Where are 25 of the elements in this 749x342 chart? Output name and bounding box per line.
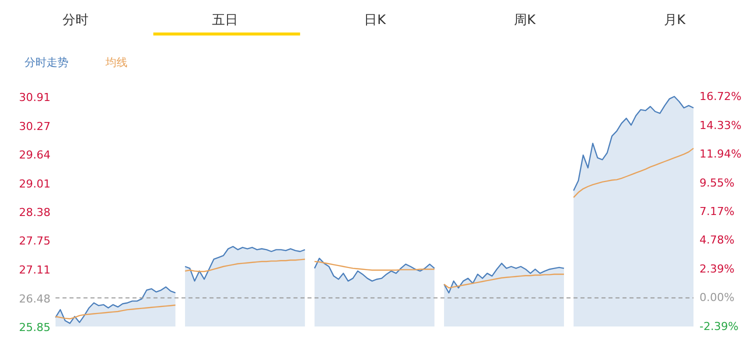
y2-tick-label: 16.72% <box>700 90 742 103</box>
y2-tick-label: 0.00% <box>700 291 734 304</box>
y2-tick-label: -2.39% <box>700 320 738 333</box>
y-tick-label: 27.11 <box>19 264 51 277</box>
y2-tick-label: 4.78% <box>700 234 734 247</box>
y2-tick-label: 9.55% <box>700 176 734 190</box>
y-tick-label: 29.64 <box>19 148 51 162</box>
y-tick-label: 30.27 <box>19 120 51 134</box>
y2-tick-label: 14.33% <box>700 118 742 132</box>
y-tick-label: 26.48 <box>19 292 51 306</box>
y-tick-label: 29.01 <box>19 177 51 190</box>
text: 月K <box>664 13 686 28</box>
y-tick-label: 28.38 <box>19 206 51 219</box>
text: 五日 <box>212 13 238 28</box>
y-tick-label: 30.91 <box>19 91 51 104</box>
text: 日K <box>364 13 386 28</box>
y2-tick-label: 11.94% <box>700 148 742 161</box>
text: 分时 <box>62 13 88 28</box>
y2-tick-label: 2.39% <box>700 262 734 276</box>
text: 分时走势 <box>24 56 68 69</box>
y2-tick-label: 7.17% <box>700 204 734 218</box>
y-tick-label: 27.75 <box>19 234 51 248</box>
text: 均线 <box>104 56 128 69</box>
text: 周K <box>514 13 536 28</box>
y-tick-label: 25.85 <box>19 321 51 334</box>
